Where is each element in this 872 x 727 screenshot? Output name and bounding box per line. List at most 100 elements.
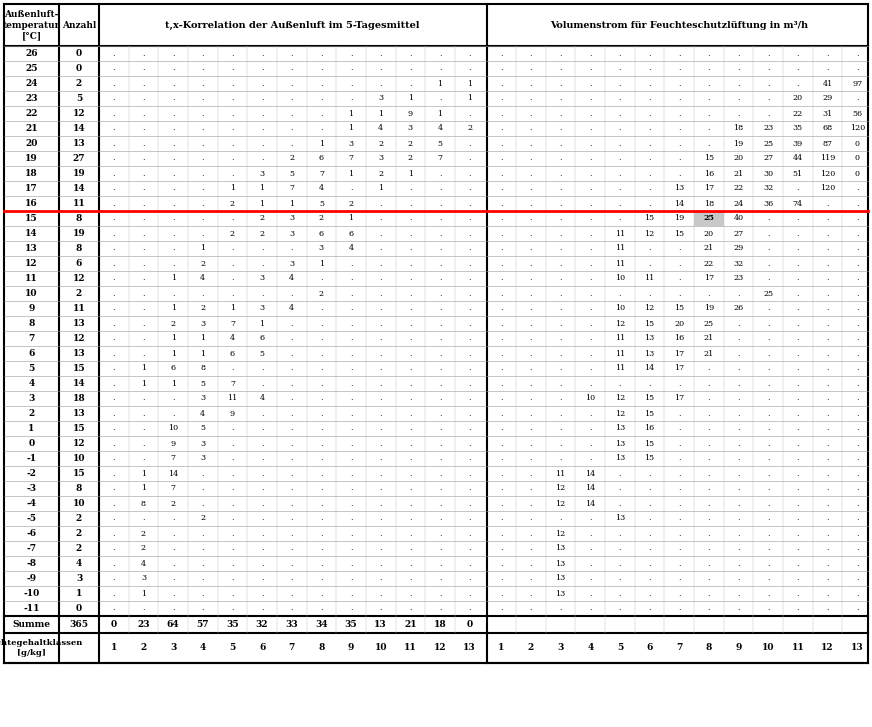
- Text: 1: 1: [171, 275, 175, 283]
- Bar: [694, 211, 724, 226]
- Text: .: .: [468, 454, 471, 462]
- Text: .: .: [142, 244, 145, 252]
- Text: 4: 4: [201, 409, 205, 417]
- Text: .: .: [261, 260, 263, 268]
- Text: .: .: [797, 350, 799, 358]
- Text: .: .: [708, 124, 710, 132]
- Text: 10: 10: [374, 643, 387, 653]
- Text: 16: 16: [704, 169, 714, 177]
- Text: .: .: [649, 260, 651, 268]
- Text: 19: 19: [733, 140, 744, 148]
- Text: 3: 3: [201, 440, 205, 448]
- Text: .: .: [350, 379, 352, 387]
- Text: .: .: [320, 275, 323, 283]
- Text: .: .: [827, 319, 828, 327]
- Text: .: .: [827, 379, 828, 387]
- Text: .: .: [856, 560, 858, 568]
- Text: .: .: [619, 49, 621, 57]
- Text: .: .: [379, 560, 382, 568]
- Text: .: .: [589, 364, 591, 372]
- Text: .: .: [142, 65, 145, 73]
- Text: .: .: [290, 409, 293, 417]
- Text: 6: 6: [260, 334, 265, 342]
- Text: .: .: [350, 65, 352, 73]
- Text: .: .: [678, 425, 680, 433]
- Text: .: .: [201, 484, 204, 492]
- Text: .: .: [320, 529, 323, 537]
- Text: .: .: [649, 515, 651, 523]
- Text: .: .: [290, 79, 293, 87]
- Text: 18: 18: [25, 169, 37, 178]
- Text: 1: 1: [141, 379, 146, 387]
- Text: .: .: [500, 574, 502, 582]
- Text: 3: 3: [557, 643, 564, 653]
- Text: -9: -9: [26, 574, 37, 583]
- Text: .: .: [589, 529, 591, 537]
- Text: .: .: [738, 95, 739, 103]
- Text: 12: 12: [644, 230, 655, 238]
- Text: 40: 40: [733, 214, 744, 222]
- Text: -7: -7: [26, 544, 37, 553]
- Text: 22: 22: [733, 185, 744, 193]
- Text: 6: 6: [259, 643, 265, 653]
- Text: .: .: [439, 350, 441, 358]
- Text: 27: 27: [72, 154, 85, 163]
- Text: .: .: [172, 409, 174, 417]
- Text: 13: 13: [644, 334, 655, 342]
- Text: .: .: [797, 590, 799, 598]
- Text: .: .: [439, 425, 441, 433]
- Text: .: .: [201, 574, 204, 582]
- Text: .: .: [439, 199, 441, 207]
- Text: 11: 11: [72, 199, 85, 208]
- Text: .: .: [439, 395, 441, 403]
- Text: .: .: [290, 454, 293, 462]
- Text: .: .: [797, 319, 799, 327]
- Text: .: .: [468, 65, 471, 73]
- Text: .: .: [112, 604, 115, 613]
- Text: 3: 3: [201, 319, 205, 327]
- Text: 29: 29: [733, 244, 744, 252]
- Text: .: .: [708, 545, 710, 553]
- Text: .: .: [738, 515, 739, 523]
- Text: .: .: [708, 560, 710, 568]
- Text: .: .: [409, 319, 412, 327]
- Text: .: .: [559, 364, 562, 372]
- Text: .: .: [112, 140, 115, 148]
- Text: .: .: [678, 110, 680, 118]
- Text: .: .: [589, 230, 591, 238]
- Text: .: .: [112, 409, 115, 417]
- Text: .: .: [827, 244, 828, 252]
- Text: .: .: [589, 454, 591, 462]
- Text: .: .: [231, 590, 234, 598]
- Text: .: .: [201, 124, 204, 132]
- Text: 10: 10: [615, 305, 625, 313]
- Text: .: .: [649, 590, 651, 598]
- Text: .: .: [201, 95, 204, 103]
- Text: .: .: [379, 49, 382, 57]
- Text: .: .: [468, 230, 471, 238]
- Text: 15: 15: [674, 305, 685, 313]
- Text: 12: 12: [615, 319, 625, 327]
- Text: 12: 12: [72, 439, 85, 448]
- Text: 15: 15: [644, 395, 655, 403]
- Text: .: .: [468, 140, 471, 148]
- Text: 2: 2: [171, 319, 175, 327]
- Text: .: .: [529, 425, 532, 433]
- Text: 15: 15: [72, 424, 85, 433]
- Text: .: .: [231, 574, 234, 582]
- Text: .: .: [112, 199, 115, 207]
- Text: .: .: [290, 440, 293, 448]
- Text: 15: 15: [25, 214, 37, 223]
- Text: .: .: [500, 260, 502, 268]
- Text: .: .: [379, 350, 382, 358]
- Text: -5: -5: [26, 514, 37, 523]
- Text: .: .: [827, 350, 828, 358]
- Text: 32: 32: [733, 260, 744, 268]
- Text: .: .: [678, 95, 680, 103]
- Text: .: .: [439, 499, 441, 507]
- Text: .: .: [320, 79, 323, 87]
- Text: .: .: [559, 49, 562, 57]
- Text: .: .: [500, 275, 502, 283]
- Text: 64: 64: [167, 620, 180, 629]
- Text: .: .: [439, 440, 441, 448]
